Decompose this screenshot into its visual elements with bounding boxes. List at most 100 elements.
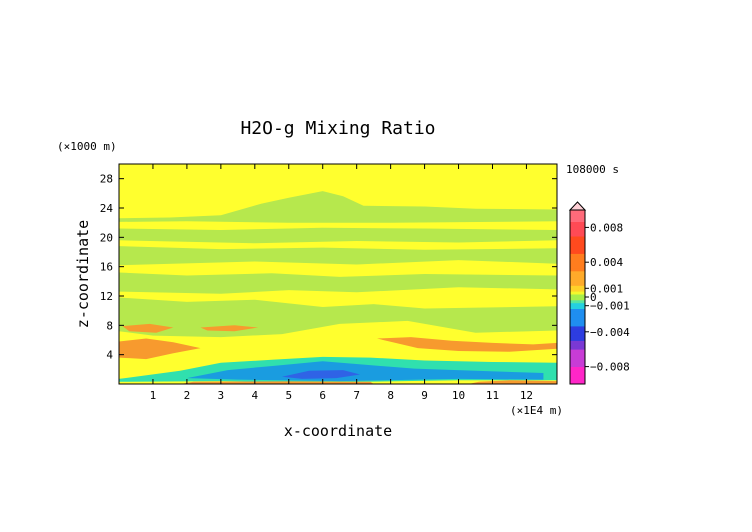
contour-region-moist-left <box>119 338 201 360</box>
colorbar-swatch <box>570 317 585 321</box>
y-axis-unit: (×1000 m) <box>57 140 117 153</box>
colorbar-swatch <box>570 305 585 309</box>
y-axis-label: z-coordinate <box>74 220 92 328</box>
time-stamp: 108000 s <box>566 163 619 176</box>
colorbar-swatch <box>570 308 585 312</box>
contour-region-moist-surface <box>180 381 374 384</box>
colorbar-label: −0.008 <box>590 361 630 374</box>
contour-region-dry-layer-core <box>282 370 361 379</box>
x-axis-label: x-coordinate <box>284 422 392 440</box>
x-tick-label: 4 <box>252 389 259 402</box>
colorbar-swatch <box>570 282 585 286</box>
colorbar-swatch <box>570 299 585 304</box>
colorbar-swatch <box>570 346 585 350</box>
x-tick-label: 3 <box>218 389 225 402</box>
colorbar-swatch <box>570 343 585 347</box>
colorbar-swatch <box>570 302 585 307</box>
colorbar-swatch <box>570 227 585 231</box>
colorbar-swatch <box>570 218 585 222</box>
colorbar-swatch <box>570 366 585 370</box>
colorbar-swatch <box>570 294 585 298</box>
colorbar-swatch <box>570 369 585 373</box>
colorbar-swatch <box>570 276 585 280</box>
x-tick-label: 2 <box>184 389 191 402</box>
colorbar-swatch <box>570 375 585 379</box>
contour-region-moist-mid <box>200 325 259 332</box>
colorbar-swatch <box>570 221 585 225</box>
contour-region-moist-left-upper <box>122 323 174 333</box>
x-tick-label: 5 <box>285 389 292 402</box>
colorbar-swatch <box>570 340 585 344</box>
colorbar-label: −0.004 <box>590 326 630 339</box>
x-tick-label: 6 <box>319 389 326 402</box>
colorbar-swatch <box>570 328 585 333</box>
colorbar-swatch <box>570 212 585 217</box>
x-axis-unit: (×1E4 m) <box>510 404 563 417</box>
chart-title: H2O-g Mixing Ratio <box>240 118 435 139</box>
colorbar-swatch <box>570 372 585 376</box>
colorbar-swatch <box>570 334 585 338</box>
colorbar-swatch <box>570 270 585 275</box>
colorbar-swatch <box>570 224 585 228</box>
colorbar-swatch <box>570 279 585 283</box>
plot-frame <box>118 163 558 385</box>
colorbar-swatch <box>570 273 585 278</box>
colorbar-swatch <box>570 381 585 385</box>
y-tick-label: 12 <box>100 290 113 303</box>
colorbar-swatch <box>570 233 585 237</box>
colorbar-label: 0.004 <box>590 256 623 269</box>
colorbar-label: 0 <box>590 291 597 304</box>
colorbar-swatch <box>570 268 585 272</box>
contour-region-moist-surface-right <box>468 380 557 384</box>
x-tick-label: 12 <box>520 389 533 402</box>
colorbar-swatch <box>570 360 585 365</box>
colorbar-swatch <box>570 262 585 266</box>
contour-region-band-14 <box>119 272 557 294</box>
colorbar-swatch <box>570 256 585 260</box>
colorbar-swatch <box>570 253 585 257</box>
x-tick-label: 8 <box>387 389 394 402</box>
colorbar-swatch <box>570 326 585 330</box>
colorbar-label: 0.001 <box>590 282 623 295</box>
colorbar-swatch <box>570 239 585 243</box>
colorbar-label: 0.008 <box>590 221 623 234</box>
contour-regions <box>119 164 557 384</box>
colorbar-swatch <box>570 357 585 362</box>
colorbar-swatch <box>570 320 585 324</box>
y-tick-label: 20 <box>100 231 113 244</box>
colorbar-swatch <box>570 259 585 263</box>
colorbar-swatch <box>570 297 585 301</box>
colorbar-swatch <box>570 349 585 353</box>
colorbar-swatch <box>570 215 585 220</box>
colorbar-swatch <box>570 236 585 240</box>
contour-region-dry-layer-mid <box>186 361 544 382</box>
colorbar-swatch <box>570 285 585 289</box>
colorbar-swatch <box>570 323 585 327</box>
x-tick-label: 1 <box>150 389 157 402</box>
contour-region-moist-right <box>377 337 557 352</box>
contour-region-band-18 <box>119 246 557 266</box>
y-tick-label: 8 <box>106 319 113 332</box>
colorbar-swatch <box>570 311 585 315</box>
y-tick-label: 16 <box>100 261 113 274</box>
colorbar-swatch <box>570 331 585 336</box>
colorbar-swatch <box>570 352 585 356</box>
colorbar-swatch <box>570 363 585 367</box>
colorbar-overflow-arrow <box>568 201 587 211</box>
contour-region-band-20 <box>119 227 557 244</box>
x-tick-label: 10 <box>452 389 465 402</box>
colorbar-swatch <box>570 265 585 269</box>
colorbar-swatch <box>570 314 585 318</box>
colorbar-swatch <box>570 250 585 254</box>
colorbar-swatch <box>570 230 585 234</box>
colorbar-swatch <box>570 337 585 341</box>
colorbar-label: −0.001 <box>590 300 630 313</box>
colorbar-swatch <box>570 247 585 251</box>
colorbar-swatch <box>570 378 585 382</box>
colorbar-swatch <box>570 244 585 249</box>
colorbar-swatch <box>570 210 585 214</box>
colorbar-swatch <box>570 241 585 246</box>
